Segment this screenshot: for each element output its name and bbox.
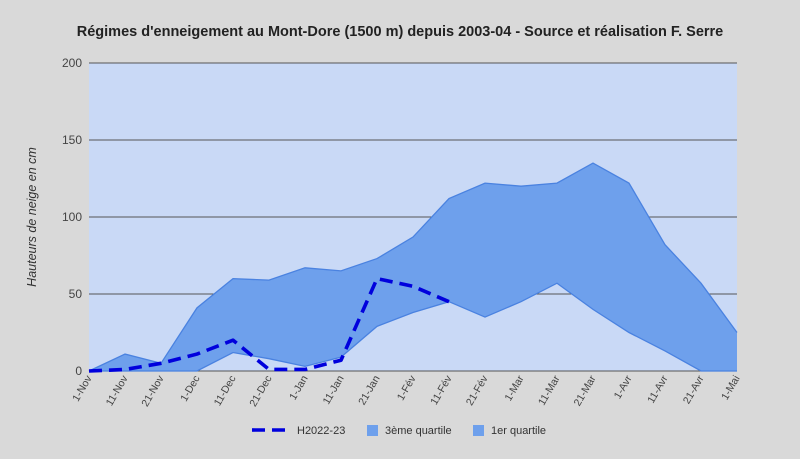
series-3eme-quartile-outline [88,162,738,372]
legend-swatch-3eme-quartile [367,425,378,436]
x-tick-label: 11-Avr [645,373,671,405]
quartile-band-area [89,163,737,371]
x-tick-label: 1-Jan [287,373,311,402]
y-tick-label: 150 [62,133,82,147]
x-tick-label: 21-Nov [139,373,167,409]
y-axis-label: Hauteurs de neige en cm [25,147,39,287]
legend-label-h2022-23: H2022-23 [297,425,345,437]
line-series [88,276,450,373]
x-tick-label: 21-Mar [572,373,599,408]
x-tick-label: 11-Jan [321,373,347,406]
legend-label-1er-quartile: 1er quartile [491,425,546,437]
x-tick-label: 21-Avr [681,373,707,406]
x-tick-label: 21-Dec [247,374,274,409]
x-tick-label: 1-Avr [612,373,635,401]
x-tick-label: 1-Mai [719,374,743,403]
x-tick-label: 1-Mar [502,373,526,403]
legend-label-3eme-quartile: 3ème quartile [385,425,452,437]
x-tick-label: 1-Dec [178,374,202,404]
legend-swatch-1er-quartile [473,425,484,436]
x-tick-label: 11-Dec [212,374,239,409]
x-tick-label: 11-Mar [536,373,563,408]
y-tick-label: 100 [62,210,82,224]
series-h2022-23-line [88,276,450,373]
x-tick-label: 1-Fév [395,373,419,403]
x-tick-label: 11-Nov [104,373,131,408]
y-tick-label: 50 [69,287,83,301]
chart-title: Régimes d'enneigement au Mont-Dore (1500… [77,24,723,40]
series-1er-quartile-outline [89,282,737,372]
legend: H2022-23 3ème quartile 1er quartile [252,425,546,437]
area-series [88,162,738,372]
x-tick-label: 1-Nov [70,373,95,404]
y-tick-label: 200 [62,56,82,70]
x-tick-label: 11-Fév [428,373,455,407]
x-axis-ticks: 1-Nov 11-Nov 21-Nov 1-Dec 11-Dec 21-Dec 1-Jan 1… [70,373,742,409]
y-tick-label: 0 [75,364,82,378]
x-tick-label: 21-Fév [464,373,491,408]
x-tick-label: 21-Jan [356,373,383,407]
y-axis-ticks: 0 50 100 150 200 [62,56,82,378]
